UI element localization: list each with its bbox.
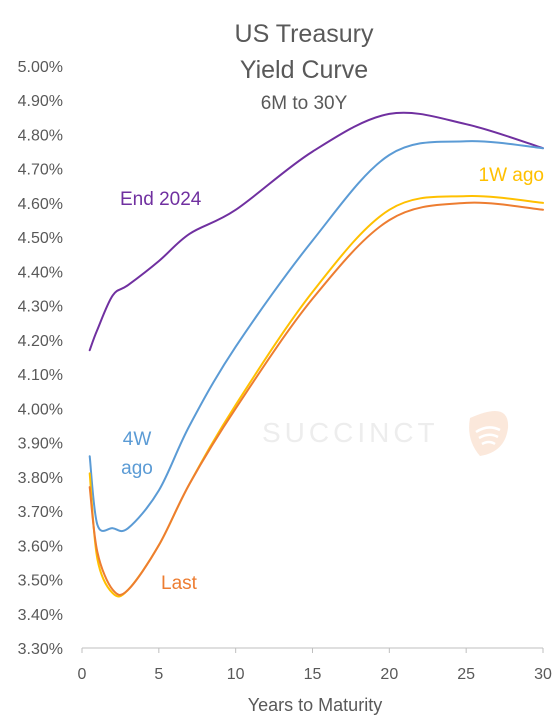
series-label-4w-ago: ago — [121, 458, 153, 479]
y-tick-label: 4.40% — [18, 264, 63, 281]
y-tick-label: 4.30% — [18, 299, 63, 316]
series-label-end-2024: End 2024 — [120, 189, 202, 210]
series-line-1w-ago — [88, 195, 544, 598]
y-tick-label: 4.10% — [18, 367, 63, 384]
x-axis: 0 5 10 15 20 25 30 — [78, 647, 552, 683]
chart-subtitle: 6M to 30Y — [261, 93, 348, 114]
watermark-text: SUCCINCT — [262, 417, 439, 448]
series-line-end-2024 — [88, 111, 544, 352]
series-line-last — [88, 201, 544, 596]
y-tick-label: 5.00% — [18, 59, 63, 76]
y-tick-label: 4.70% — [18, 162, 63, 179]
y-tick-label: 3.70% — [18, 504, 63, 521]
chart-title-line-2: Yield Curve — [240, 56, 368, 84]
series-labels: End 2024 4W ago 1W ago Last — [120, 165, 544, 594]
y-tick-label: 3.80% — [18, 470, 63, 487]
watermark-logo-icon — [469, 410, 509, 456]
x-tick-label: 30 — [534, 666, 552, 683]
series-label-1w-ago: 1W ago — [479, 165, 544, 186]
series-label-4w-ago: 4W — [123, 429, 152, 450]
y-tick-label: 4.50% — [18, 230, 63, 247]
x-tick-label: 25 — [457, 666, 475, 683]
y-tick-label: 3.50% — [18, 573, 63, 590]
y-tick-label: 3.90% — [18, 436, 63, 453]
y-tick-label: 3.60% — [18, 538, 63, 555]
x-tick-label: 15 — [304, 666, 322, 683]
y-tick-label: 3.30% — [18, 641, 63, 658]
y-tick-label: 4.60% — [18, 196, 63, 213]
x-tick-label: 20 — [380, 666, 398, 683]
y-axis: 3.30% 3.40% 3.50% 3.60% 3.70% 3.80% 3.90% 4.00%… — [18, 59, 63, 658]
x-tick-label: 5 — [154, 666, 163, 683]
series-line-4w-ago — [88, 140, 544, 533]
watermark: SUCCINCT — [262, 410, 509, 456]
y-tick-label: 3.40% — [18, 607, 63, 624]
y-tick-label: 4.20% — [18, 333, 63, 350]
y-tick-label: 4.00% — [18, 401, 63, 418]
series-label-last: Last — [161, 573, 198, 594]
y-tick-label: 4.90% — [18, 93, 63, 110]
x-tick-label: 0 — [78, 666, 87, 683]
x-tick-label: 10 — [227, 666, 245, 683]
chart-title-line-1: US Treasury — [235, 20, 374, 48]
x-axis-title: Years to Maturity — [248, 695, 382, 715]
y-tick-label: 4.80% — [18, 127, 63, 144]
series-lines — [88, 111, 544, 598]
